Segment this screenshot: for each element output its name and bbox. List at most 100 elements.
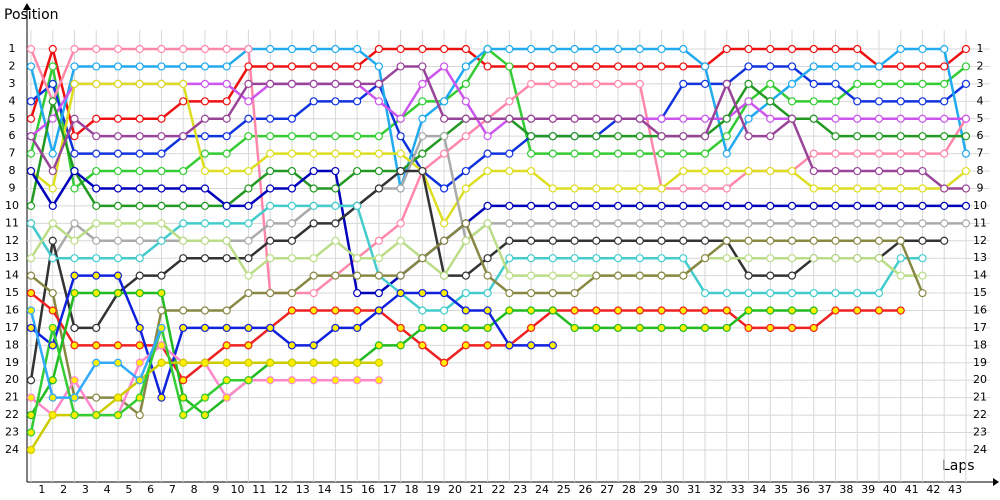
lap-marker: [526, 271, 536, 280]
lap-marker: [266, 114, 275, 123]
lap-marker: [809, 114, 818, 123]
lap-marker: [570, 219, 579, 228]
y-tick-label: 15: [5, 286, 19, 299]
x-tick-label: 23: [513, 483, 527, 496]
x-tick-label: 12: [274, 483, 288, 496]
lap-marker: [135, 149, 144, 158]
y-tick-label: 24: [5, 443, 19, 456]
lap-marker: [26, 271, 36, 280]
lap-marker: [200, 358, 210, 367]
lap-marker: [548, 149, 557, 158]
lap-marker: [570, 201, 579, 211]
lap-marker: [570, 149, 579, 158]
lap-marker: [353, 271, 362, 280]
lap-marker: [92, 323, 101, 333]
lap-marker: [657, 62, 666, 71]
lap-marker: [396, 323, 405, 333]
lap-marker: [374, 358, 383, 367]
lap-marker: [461, 132, 470, 141]
lap-marker: [418, 114, 427, 123]
lap-marker: [940, 62, 949, 71]
lap-marker: [940, 79, 949, 88]
lap-marker: [353, 201, 362, 211]
lap-marker: [896, 132, 905, 141]
y-tick-label: 3: [977, 77, 984, 90]
lap-marker: [222, 341, 231, 350]
lap-marker: [700, 254, 710, 263]
lap-marker: [896, 271, 905, 280]
lap-marker: [200, 201, 210, 211]
lap-marker: [26, 114, 36, 123]
lap-marker: [179, 166, 188, 176]
lap-marker: [657, 271, 666, 280]
lap-marker: [831, 184, 840, 193]
lap-marker: [461, 62, 470, 71]
lap-marker: [396, 341, 405, 350]
lap-marker: [440, 132, 449, 141]
lap-marker: [766, 271, 775, 280]
x-tick-label: 2: [60, 483, 67, 496]
lap-marker: [831, 149, 840, 158]
lap-marker: [613, 44, 623, 54]
y-tick-label: 14: [973, 269, 987, 282]
x-tick-label: 18: [405, 483, 419, 496]
lap-marker: [896, 254, 905, 263]
lap-marker: [918, 114, 927, 123]
lap-marker: [222, 254, 231, 263]
lap-marker: [70, 62, 79, 71]
lap-marker: [592, 149, 601, 158]
lap-marker: [635, 149, 644, 158]
lap-marker: [70, 236, 79, 245]
lap-marker: [940, 236, 949, 245]
lap-marker: [592, 132, 601, 141]
lap-marker: [396, 236, 405, 245]
lap-marker: [331, 149, 340, 158]
lap-marker: [679, 271, 688, 280]
lap-marker: [570, 62, 579, 71]
lap-marker: [48, 288, 57, 298]
lap-marker: [135, 288, 144, 298]
lap-marker: [809, 97, 818, 106]
lap-marker: [722, 79, 731, 88]
lap-marker: [461, 114, 470, 123]
lap-marker: [918, 149, 927, 158]
lap-marker: [940, 184, 949, 193]
lap-marker: [374, 62, 383, 71]
y-tick-label: 22: [5, 408, 19, 421]
lap-marker: [831, 132, 840, 141]
y-tick-label: 10: [973, 199, 987, 212]
lap-marker: [309, 306, 318, 315]
lap-marker: [809, 166, 818, 176]
lap-marker: [853, 114, 862, 123]
lap-marker: [961, 62, 971, 71]
x-tick-label: 41: [905, 483, 919, 496]
y-tick-label: 24: [973, 443, 987, 456]
lap-marker: [70, 166, 79, 176]
lap-marker: [548, 79, 557, 88]
lap-marker: [940, 201, 949, 211]
y-tick-label: 18: [973, 338, 987, 351]
lap-marker: [874, 149, 884, 158]
lap-marker: [918, 184, 927, 193]
lap-marker: [157, 288, 166, 298]
lap-marker: [505, 254, 514, 263]
y-tick-label: 2: [9, 59, 16, 72]
lap-marker: [331, 166, 340, 176]
lap-marker: [135, 166, 144, 176]
lap-marker: [657, 306, 666, 315]
lap-marker: [787, 62, 797, 71]
lap-marker: [331, 306, 340, 315]
lap-marker: [548, 201, 557, 211]
lap-marker: [26, 44, 36, 54]
y-tick-label: 9: [9, 181, 16, 194]
lap-marker: [809, 254, 818, 263]
lap-marker: [222, 201, 231, 211]
lap-marker: [679, 62, 688, 71]
lap-marker: [418, 341, 427, 350]
lap-marker: [179, 201, 188, 211]
lap-marker: [200, 184, 210, 193]
lap-marker: [92, 62, 101, 71]
x-tick-label: 35: [774, 483, 788, 496]
lap-marker: [548, 132, 557, 141]
lap-marker: [353, 132, 362, 141]
